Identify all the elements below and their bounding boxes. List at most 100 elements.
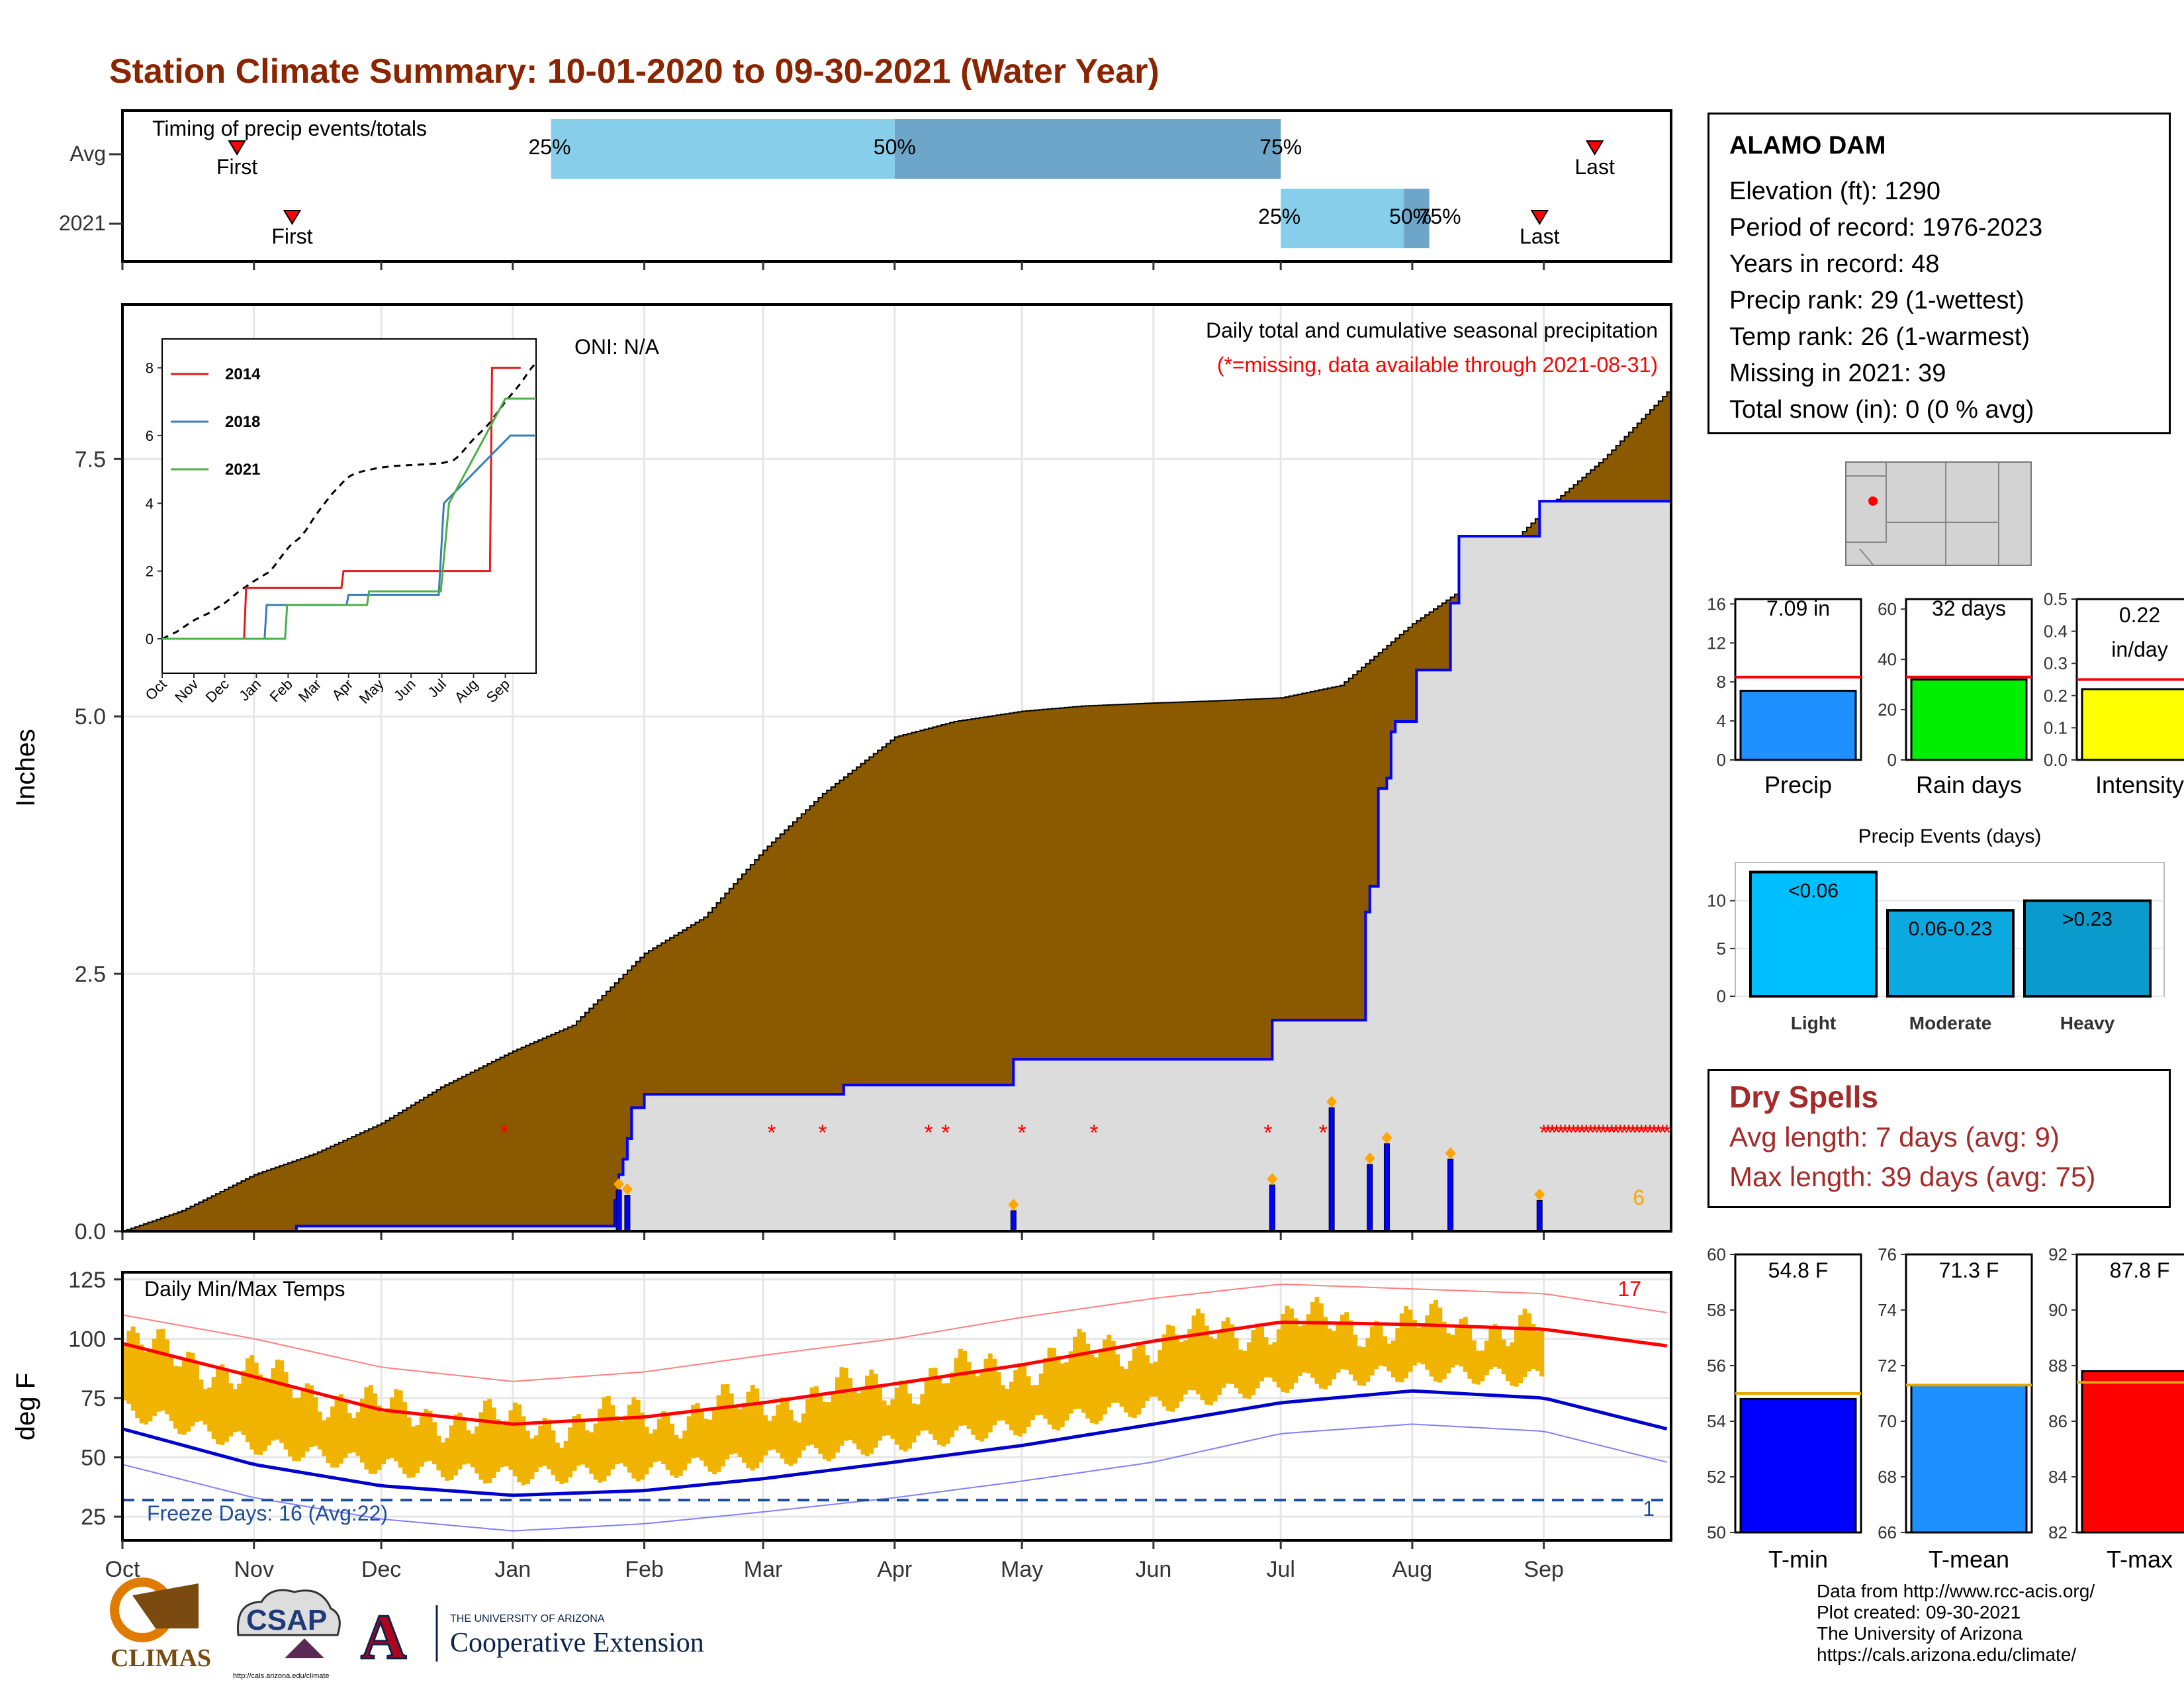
timing-row-avg: Avg [69,142,106,165]
daily-temp-bar [1297,1326,1302,1376]
climas-logo-text: CLIMAS [111,1644,211,1672]
daily-temp-bar [1353,1335,1358,1381]
daily-temp-bar [1441,1321,1447,1380]
daily-temp-bar [750,1385,755,1471]
daily-temp-bar [822,1401,827,1460]
daily-temp-bar [915,1404,921,1436]
daily-temp-bar [686,1416,692,1464]
timing-last-label: Last [1520,224,1560,248]
daily-temp-bar [1013,1370,1019,1436]
temp-bar-ytick-label: 90 [2048,1300,2068,1320]
daily-temp-bar [619,1421,623,1464]
mini-chart-label: Intensity [2095,771,2184,798]
daily-temp-bar [1111,1340,1116,1403]
daily-temp-bar [1001,1385,1005,1421]
daily-temp-bar [1102,1339,1107,1415]
mini-ytick-label: 0.0 [2044,750,2068,770]
daily-temp-bar [266,1378,271,1446]
daily-temp-bar [542,1418,547,1466]
location-map [1845,461,2032,566]
daily-temp-bar [614,1416,619,1464]
daily-temp-bar [771,1415,776,1450]
daily-temp-bar [1455,1327,1459,1365]
event-bar-text: 0.06-0.23 [1909,918,1993,940]
missing-marker: * [1548,1120,1557,1145]
daily-temp-bar [1310,1301,1315,1378]
daily-temp-bar [496,1419,501,1472]
daily-temp-bar [1128,1360,1133,1417]
daily-temp-bar [330,1406,336,1468]
daily-temp-bar [1077,1329,1082,1409]
daily-temp-bar [746,1391,751,1468]
event-marker [1326,1096,1338,1108]
daily-temp-bar [631,1397,637,1479]
precip-missing-note: (*=missing, data available through 2021-… [1217,353,1658,377]
footer-line-university: The University of Arizona [1817,1623,2023,1644]
daily-temp-bar [1539,1329,1545,1377]
temp-bar-ytick-label: 66 [1878,1523,1897,1542]
daily-temp-bar [716,1395,721,1472]
temp-panel: 25 50 75 100 125 deg F Daily Min/Max Temps F… [11,1268,1672,1542]
daily-temp-bar [296,1397,301,1462]
mini-ytick-label: 60 [1878,599,1897,619]
inset-ytick-label: 8 [146,360,154,377]
temp-bar-ytick-label: 92 [2048,1244,2068,1264]
dry-spells-title: Dry Spells [1729,1080,1878,1114]
temp-bar-label: T-mean [1929,1546,2009,1573]
daily-temp-bar [1089,1354,1095,1423]
page-title: Station Climate Summary: 10-01-2020 to 0… [109,52,1160,91]
month-label: Feb [625,1557,664,1582]
daily-temp-bar [292,1398,297,1462]
daily-temp-bar [368,1385,373,1474]
daily-temp-bar [580,1421,586,1465]
daily-temp-bar [670,1423,674,1476]
temp-bar-ytick-label: 52 [1707,1467,1726,1487]
daily-temp-bar [1404,1306,1409,1379]
month-label: Nov [234,1557,274,1582]
daily-temp-bar [950,1372,955,1438]
daily-temp-bar [640,1412,645,1480]
daily-temp-bar [1068,1351,1073,1414]
daily-temp-bar [1522,1308,1527,1378]
daily-temp-bar [890,1399,895,1439]
daily-temp-bar [1285,1305,1290,1393]
daily-temp-bar [975,1376,980,1440]
daily-temp-bar [572,1416,577,1471]
daily-temp-bar [780,1397,785,1459]
daily-temp-bar [1183,1340,1188,1395]
month-label: Jan [494,1557,531,1582]
dry-spells-box: Dry Spells Avg length: 7 days (avg: 9) M… [1707,1069,2171,1208]
temp-value-bar [1739,1397,1857,1534]
daily-temp-bar [1276,1329,1281,1388]
daily-temp-bar [1009,1382,1014,1430]
daily-temp-bar [547,1419,552,1470]
daily-temp-bar [122,1343,127,1401]
daily-temp-bar [232,1389,238,1432]
daily-temp-bar [300,1390,306,1458]
daily-temp-bar [1467,1325,1473,1379]
missing-marker: * [1561,1120,1569,1145]
missing-marker: * [500,1120,508,1145]
daily-temp-bar [733,1405,739,1454]
daily-temp-bar [1365,1338,1371,1382]
daily-temp-bar [661,1411,666,1464]
station-years: Years in record: 48 [1729,250,1940,278]
footer-credits: Data from http://www.rcc-acis.org/ Plot … [1817,1581,2095,1665]
daily-temp-bar [763,1415,768,1456]
daily-temp-bar [623,1415,628,1467]
precip-note: Daily total and cumulative seasonal prec… [1206,318,1658,342]
daily-temp-bar [279,1360,285,1443]
daily-temp-bar [788,1409,794,1466]
temp-bar-ytick-label: 54 [1707,1411,1726,1431]
temp-ytick-label: 100 [68,1327,106,1352]
daily-temp-bar [1425,1315,1430,1370]
station-info-box: ALAMO DAM Elevation (ft): 1290 Period of… [1707,113,2171,434]
daily-temp-bar [1446,1333,1451,1374]
daily-temp-bar [453,1414,458,1476]
daily-temp-bar [894,1387,899,1445]
daily-temp-bar [512,1402,518,1477]
daily-temp-bar [754,1388,760,1469]
precip-ylabel: Inches [11,729,40,807]
daily-temp-bar [410,1426,416,1477]
daily-temp-bar [1527,1313,1531,1372]
